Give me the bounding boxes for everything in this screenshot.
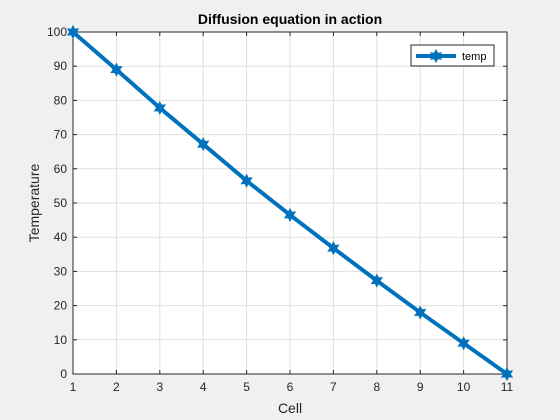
x-tick-label: 2 — [113, 380, 120, 394]
x-tick-label: 1 — [70, 380, 77, 394]
x-tick-label: 7 — [330, 380, 337, 394]
data-point-marker — [66, 24, 80, 40]
data-point-marker — [414, 305, 427, 320]
data-point-marker — [327, 241, 340, 256]
y-tick-label: 30 — [54, 264, 68, 278]
x-tick-label: 9 — [417, 380, 424, 394]
data-point-marker — [197, 137, 210, 152]
data-point-marker — [457, 336, 470, 351]
data-point-marker — [240, 173, 253, 188]
x-tick-label: 3 — [156, 380, 163, 394]
y-tick-label: 60 — [54, 162, 68, 176]
x-tick-label: 4 — [200, 380, 207, 394]
y-axis-label: Temperature — [26, 163, 42, 242]
series-layer — [66, 24, 514, 382]
data-point-marker — [153, 100, 166, 116]
y-tick-label: 40 — [54, 230, 68, 244]
y-tick-label: 90 — [54, 59, 68, 73]
x-axis-label: Cell — [278, 400, 302, 416]
y-tick-label: 100 — [47, 25, 67, 39]
y-tick-label: 50 — [54, 196, 68, 210]
x-tick-label: 8 — [373, 380, 380, 394]
x-tick-label: 11 — [501, 380, 514, 394]
data-point-marker — [500, 366, 514, 382]
x-tick-label: 6 — [287, 380, 294, 394]
y-tick-label: 0 — [60, 367, 67, 381]
data-point-marker — [110, 62, 123, 77]
data-point-marker — [370, 273, 383, 288]
legend-label: temp — [462, 51, 486, 63]
y-tick-label: 80 — [54, 93, 68, 107]
y-tick-label: 70 — [54, 128, 68, 142]
y-tick-label: 10 — [54, 333, 68, 347]
y-tick-label: 20 — [54, 299, 68, 313]
tick-labels: 1 2 3 4 5 6 7 8 9 10 11 0 10 20 30 40 50 60 70 80 90 100 — [47, 25, 514, 394]
legend-marker-icon — [429, 48, 443, 64]
legend: temp — [410, 44, 495, 67]
data-point-marker — [283, 207, 297, 223]
chart-title: Diffusion equation in action — [198, 11, 382, 27]
x-tick-label: 5 — [243, 380, 250, 394]
x-tick-label: 10 — [457, 380, 471, 394]
